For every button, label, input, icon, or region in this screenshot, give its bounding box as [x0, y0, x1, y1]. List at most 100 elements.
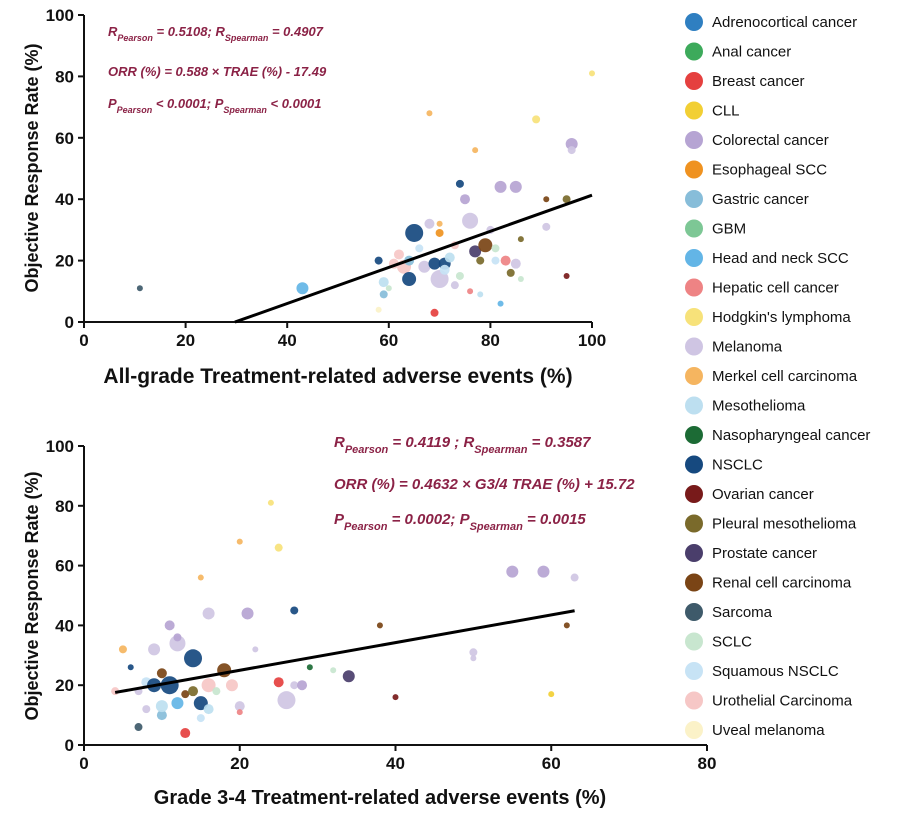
legend-swatch	[685, 721, 703, 739]
data-point	[236, 709, 243, 716]
data-point	[155, 700, 168, 713]
data-point	[455, 271, 464, 280]
data-point	[134, 723, 143, 732]
data-point	[470, 655, 477, 662]
legend-label: Nasopharyngeal cancer	[712, 427, 870, 444]
regression-line	[114, 609, 575, 694]
legend-swatch	[685, 101, 703, 120]
legend-swatch	[685, 72, 703, 90]
data-point	[118, 645, 127, 654]
x-tick-label: 20	[230, 754, 249, 773]
legend-label: Esophageal SCC	[712, 162, 827, 179]
legend-swatch	[685, 514, 703, 533]
data-point	[306, 664, 313, 671]
legend-swatch	[685, 396, 703, 415]
legend-label: Hepatic cell cancer	[712, 280, 839, 297]
data-point	[375, 306, 382, 313]
y-tick-label: 100	[46, 437, 74, 456]
y-tick-label: 0	[65, 313, 74, 332]
x-tick-label: 80	[481, 331, 500, 350]
data-point	[444, 252, 455, 263]
data-point	[173, 633, 182, 642]
y-tick-label: 40	[55, 190, 74, 209]
data-point	[500, 255, 511, 266]
data-point	[426, 110, 433, 117]
legend-label: Urothelial Carcinoma	[712, 693, 853, 710]
y-tick-label: 80	[55, 67, 74, 86]
data-point	[196, 714, 205, 723]
legend-label: Ovarian cancer	[712, 486, 814, 503]
legend-swatch	[685, 131, 703, 149]
legend-label: Adrenocortical cancer	[712, 14, 857, 31]
legend-swatch	[685, 278, 703, 297]
stats-annotation: RPearson = 0.4119 ; RSpearman = 0.3587	[334, 434, 591, 456]
data-point	[236, 538, 243, 545]
stats-annotation: RPearson = 0.5108; RSpearman = 0.4907	[108, 24, 324, 43]
regression-line	[234, 193, 593, 324]
data-point	[478, 238, 493, 253]
data-point	[428, 257, 441, 270]
data-point	[543, 196, 550, 203]
data-point	[142, 705, 151, 714]
data-point	[402, 272, 417, 287]
data-point	[460, 194, 470, 205]
data-point	[517, 236, 524, 243]
legend-label: GBM	[712, 221, 746, 238]
data-point	[203, 704, 214, 715]
x-axis-title: Grade 3-4 Treatment-related adverse even…	[154, 787, 606, 809]
data-point	[156, 668, 167, 679]
data-point	[180, 728, 191, 739]
legend-label: Sarcoma	[712, 604, 773, 621]
legend-swatch	[685, 691, 703, 710]
data-point	[234, 701, 245, 712]
data-point	[491, 256, 500, 265]
legend-swatch	[685, 13, 703, 31]
legend-swatch	[685, 426, 703, 444]
data-point	[171, 697, 184, 710]
data-point	[148, 643, 161, 656]
data-point	[510, 258, 521, 269]
chart-grade-3-4: 0 20 40 60 80 0 20 40 60 80 100 Grade 3-4 Treatment…	[22, 434, 716, 809]
y-tick-label: 60	[55, 129, 74, 148]
data-point	[156, 710, 167, 721]
data-point	[405, 223, 424, 242]
data-point	[169, 635, 186, 652]
legend-swatch	[685, 42, 703, 61]
data-point	[494, 180, 507, 193]
x-tick-label: 80	[698, 754, 717, 773]
legend-swatch	[685, 367, 703, 385]
data-point	[385, 285, 392, 292]
legend-label: CLL	[712, 103, 740, 120]
legend-swatch	[685, 485, 703, 503]
data-point	[589, 70, 595, 77]
data-point	[509, 180, 522, 193]
data-point	[267, 499, 274, 506]
data-point	[469, 648, 478, 657]
legend-label: Hodgkin's lymphoma	[712, 309, 851, 326]
data-point	[430, 308, 439, 317]
legend-label: Gastric cancer	[712, 191, 809, 208]
legend-label: SCLC	[712, 634, 752, 651]
legend-label: NSCLC	[712, 457, 763, 474]
x-tick-label: 40	[386, 754, 405, 773]
y-tick-label: 20	[55, 676, 74, 695]
data-point	[548, 691, 555, 698]
legend-swatch	[685, 632, 703, 651]
data-point	[212, 687, 221, 696]
data-point	[201, 678, 216, 693]
y-axis-title: Objective Response Rate (%)	[22, 471, 42, 720]
data-point	[469, 245, 482, 258]
data-point	[562, 195, 571, 204]
data-point	[252, 646, 259, 653]
data-point	[506, 268, 515, 277]
data-point	[497, 300, 504, 307]
x-axis-title: All-grade Treatment-related adverse even…	[103, 365, 572, 388]
data-point	[225, 679, 238, 692]
data-point	[477, 291, 484, 298]
legend-label: Head and neck SCC	[712, 250, 849, 267]
data-point	[517, 276, 524, 283]
data-point	[392, 694, 399, 701]
legend-label: Colorectal cancer	[712, 132, 829, 149]
